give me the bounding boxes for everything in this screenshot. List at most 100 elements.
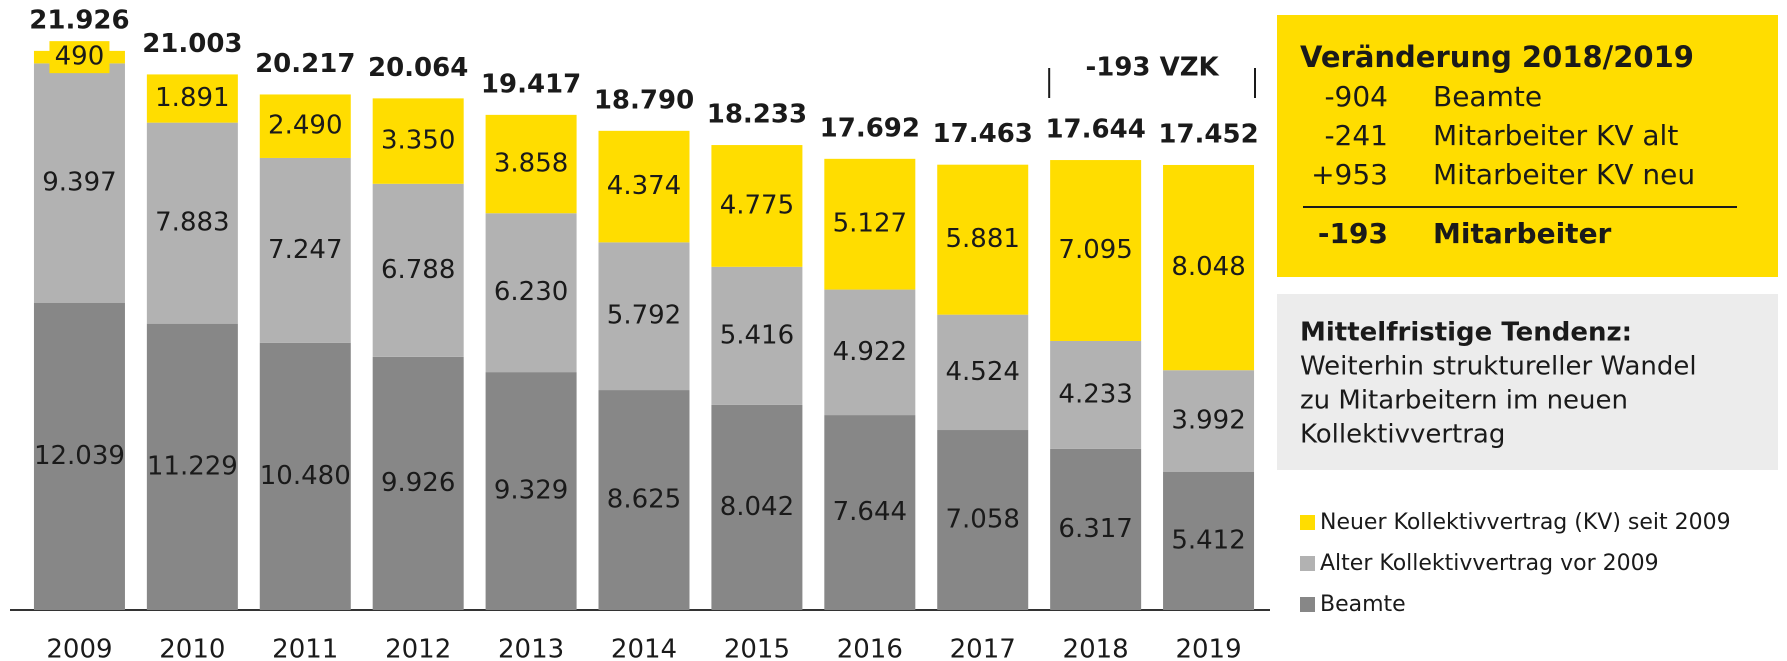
change-value: -241 <box>1324 119 1388 152</box>
x-tick-label: 2014 <box>611 635 677 661</box>
value-label: 7.095 <box>1058 235 1132 265</box>
x-tick-label: 2012 <box>385 635 451 661</box>
bar-segment <box>259 157 351 343</box>
value-label: 8.042 <box>720 492 794 522</box>
change-total-label: Mitarbeiter <box>1433 217 1612 250</box>
bar-segment <box>485 213 577 373</box>
value-label: 6.317 <box>1058 514 1132 544</box>
value-label: 12.039 <box>34 441 125 471</box>
value-label-bg <box>49 41 110 74</box>
total-label: 21.926 <box>29 5 129 35</box>
value-label: 10.480 <box>260 461 351 491</box>
total-label: 17.452 <box>1158 119 1258 149</box>
value-label: 5.412 <box>1171 525 1245 555</box>
annotation-bracket <box>1048 68 1256 98</box>
tendency-line: Weiterhin struktureller Wandel <box>1300 352 1697 382</box>
change-label: Beamte <box>1433 80 1542 113</box>
x-tick-label: 2015 <box>724 635 790 661</box>
bar-segment <box>259 94 351 158</box>
change-total-value: -193 <box>1318 217 1388 250</box>
change-title: Veränderung 2018/2019 <box>1300 40 1694 74</box>
bar-segment <box>146 74 238 123</box>
value-label: 5.127 <box>833 209 907 239</box>
bar-segment <box>711 404 803 610</box>
x-tick-label: 2009 <box>46 635 112 661</box>
x-tick-label: 2011 <box>272 635 338 661</box>
total-label: 21.003 <box>142 29 242 59</box>
bar-segment <box>372 356 464 610</box>
bar-segment <box>824 415 916 610</box>
value-label: 4.374 <box>607 171 681 201</box>
legend-label: Neuer Kollektivvertrag (KV) seit 2009 <box>1320 510 1731 535</box>
total-label: 17.463 <box>933 119 1033 149</box>
tendency-line: zu Mitarbeitern im neuen <box>1300 386 1628 416</box>
x-tick-label: 2016 <box>837 635 903 661</box>
change-box <box>1277 15 1778 277</box>
value-label: 9.329 <box>494 476 568 506</box>
value-label: 3.992 <box>1171 406 1245 436</box>
value-label: 7.883 <box>155 208 229 238</box>
value-label: 4.922 <box>833 337 907 367</box>
value-label: 5.416 <box>720 320 794 350</box>
change-label: Mitarbeiter KV neu <box>1433 158 1695 191</box>
bar-segment <box>937 430 1029 610</box>
value-label: 4.775 <box>720 190 794 220</box>
bar-segment <box>937 314 1029 431</box>
value-label: 3.858 <box>494 149 568 179</box>
bar-segment <box>1163 370 1255 472</box>
x-tick-label: 2013 <box>498 635 564 661</box>
bar-segment <box>598 242 690 391</box>
bar-segment <box>1050 448 1142 610</box>
value-label: 490 <box>55 42 105 72</box>
value-label: 8.048 <box>1171 252 1245 282</box>
value-label: 9.397 <box>42 168 116 198</box>
bar-segment <box>1163 164 1255 371</box>
value-label: 6.230 <box>494 277 568 307</box>
value-label: 7.247 <box>268 235 342 265</box>
bar-segment <box>485 372 577 610</box>
total-label: 20.064 <box>368 53 468 83</box>
value-label: 3.350 <box>381 126 455 156</box>
bar-segment <box>259 342 351 610</box>
tendency-box <box>1277 294 1778 470</box>
value-label: 4.524 <box>946 357 1020 387</box>
bar-segment <box>824 289 916 416</box>
value-label: 7.644 <box>833 497 907 527</box>
bar-segment <box>824 158 916 290</box>
value-label: 1.891 <box>155 83 229 113</box>
legend-swatch <box>1300 556 1315 571</box>
bar-segment <box>937 164 1029 315</box>
bar-segment <box>372 98 464 184</box>
bar-segment <box>1050 160 1142 341</box>
value-label: 11.229 <box>147 451 238 481</box>
x-tick-label: 2019 <box>1175 635 1241 661</box>
total-label: 18.233 <box>707 100 807 130</box>
bar-segment <box>146 323 238 610</box>
bar-segment <box>372 183 464 357</box>
tendency-line: Kollektivvertrag <box>1300 420 1505 450</box>
bar-segment <box>146 122 238 324</box>
x-tick-label: 2017 <box>950 635 1016 661</box>
bar-segment <box>598 130 690 243</box>
value-label: 9.926 <box>381 468 455 498</box>
total-label: 20.217 <box>255 49 355 79</box>
value-label: 2.490 <box>268 111 342 141</box>
legend-label: Alter Kollektivvertrag vor 2009 <box>1320 551 1659 576</box>
value-label: 5.792 <box>607 301 681 331</box>
legend-swatch <box>1300 597 1315 612</box>
bar-segment <box>1050 340 1142 449</box>
bar-segment <box>711 145 803 267</box>
annotation: -193 VZK <box>1085 53 1219 83</box>
change-label: Mitarbeiter KV alt <box>1433 119 1678 152</box>
total-label: 17.692 <box>820 113 920 143</box>
bar-segment <box>33 63 125 304</box>
value-label: 8.625 <box>607 485 681 515</box>
total-label: 17.644 <box>1045 115 1145 145</box>
value-label: 7.058 <box>946 505 1020 535</box>
legend-label: Beamte <box>1320 592 1406 617</box>
tendency-title: Mittelfristige Tendenz: <box>1300 318 1632 348</box>
value-label: 5.881 <box>946 224 1020 254</box>
bar-segment <box>711 266 803 405</box>
value-label: 4.233 <box>1058 379 1132 409</box>
